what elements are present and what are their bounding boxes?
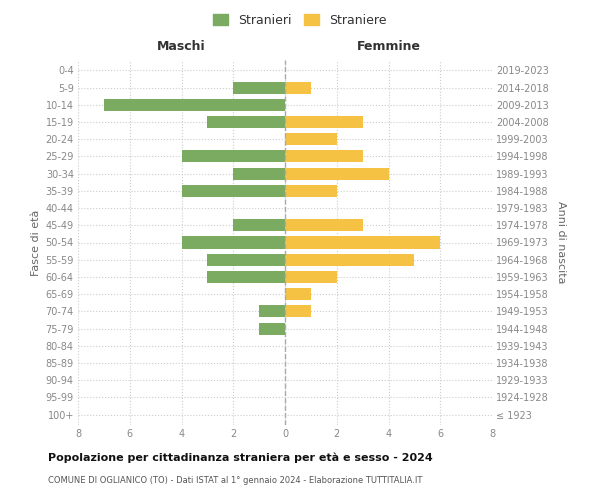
Bar: [182, 150, 285, 162]
Bar: [233, 220, 285, 232]
Bar: [259, 322, 285, 334]
Bar: [285, 288, 311, 300]
Bar: [285, 116, 362, 128]
Bar: [285, 271, 337, 283]
Bar: [104, 98, 285, 111]
Bar: [208, 254, 285, 266]
Bar: [285, 236, 440, 248]
Bar: [285, 168, 389, 179]
Bar: [285, 82, 311, 94]
Bar: [233, 168, 285, 179]
Legend: Stranieri, Straniere: Stranieri, Straniere: [211, 11, 389, 29]
Bar: [233, 82, 285, 94]
Bar: [285, 254, 415, 266]
Bar: [259, 306, 285, 318]
Bar: [285, 306, 311, 318]
Bar: [208, 116, 285, 128]
Text: Femmine: Femmine: [356, 40, 421, 52]
Bar: [285, 133, 337, 145]
Text: Popolazione per cittadinanza straniera per età e sesso - 2024: Popolazione per cittadinanza straniera p…: [48, 452, 433, 463]
Bar: [182, 185, 285, 197]
Bar: [208, 271, 285, 283]
Text: COMUNE DI OGLIANICO (TO) - Dati ISTAT al 1° gennaio 2024 - Elaborazione TUTTITAL: COMUNE DI OGLIANICO (TO) - Dati ISTAT al…: [48, 476, 422, 485]
Bar: [285, 150, 362, 162]
Y-axis label: Anni di nascita: Anni di nascita: [556, 201, 566, 284]
Bar: [285, 220, 362, 232]
Bar: [182, 236, 285, 248]
Y-axis label: Fasce di età: Fasce di età: [31, 210, 41, 276]
Text: Maschi: Maschi: [157, 40, 206, 52]
Bar: [285, 185, 337, 197]
